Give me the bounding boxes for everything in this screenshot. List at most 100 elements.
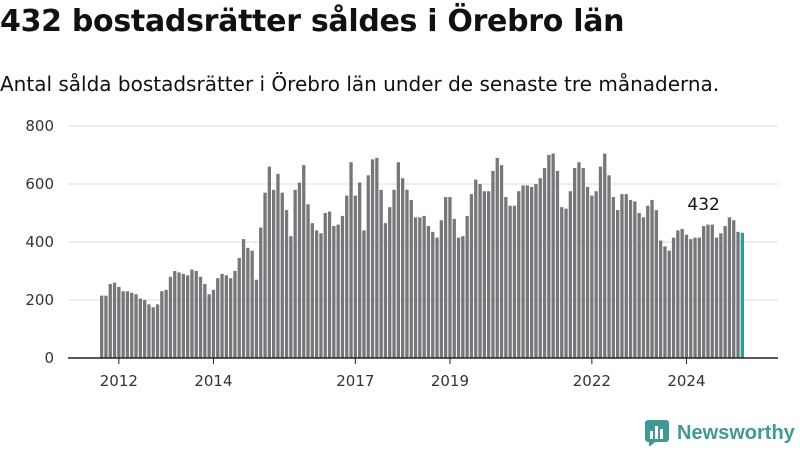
bar: [413, 217, 418, 358]
bar: [439, 220, 443, 358]
bar: [667, 250, 671, 358]
brand-name: Newsworthy: [677, 421, 795, 444]
bar: [392, 189, 396, 358]
bar: [469, 194, 474, 358]
bar: [517, 191, 521, 358]
bar: [607, 175, 611, 358]
bar: [388, 207, 392, 358]
bar: [418, 217, 422, 358]
bar: [405, 189, 409, 358]
bar: [663, 246, 667, 358]
bar: [706, 224, 710, 358]
bar: [276, 173, 280, 358]
bar: [560, 207, 564, 358]
bar: [207, 294, 211, 358]
bar: [323, 213, 327, 358]
bar: [396, 162, 400, 358]
bar: [327, 211, 332, 358]
bar: [224, 275, 228, 358]
newsworthy-logo-icon: [645, 420, 669, 446]
bar: [177, 272, 181, 358]
bar: [246, 247, 250, 358]
bar: [603, 153, 607, 358]
bar: [302, 165, 306, 358]
bar: [564, 208, 568, 358]
bar: [379, 189, 383, 358]
bar: [108, 284, 112, 358]
value-annotation: 432: [687, 195, 719, 215]
x-tick-label: 2019: [431, 372, 469, 390]
bar: [594, 191, 598, 358]
bar: [452, 218, 456, 358]
bar: [383, 223, 388, 358]
y-tick-label: 800: [25, 117, 54, 135]
bar: [474, 179, 478, 358]
bar: [624, 194, 628, 358]
bar: [654, 210, 658, 358]
bar: [315, 230, 319, 358]
bar: [521, 185, 525, 358]
bar: [616, 210, 620, 358]
bar: [487, 191, 491, 358]
bar: [530, 186, 534, 358]
bar: [340, 215, 345, 358]
bar: [671, 237, 676, 358]
bar: [684, 234, 689, 358]
bar: [702, 226, 706, 358]
bar: [422, 215, 426, 358]
bar: [534, 184, 538, 358]
bar: [100, 295, 104, 358]
bar: [186, 275, 190, 358]
bar: [555, 170, 560, 358]
bar: [573, 168, 577, 358]
x-axis-ticks: 2012 2014 2017 2019 2022 2024: [100, 358, 706, 390]
brand-logo: Newsworthy: [645, 420, 795, 446]
bar: [491, 170, 495, 358]
y-tick-label: 200: [25, 291, 54, 309]
bar: [306, 204, 310, 358]
x-tick-label: 2022: [573, 372, 611, 390]
bar: [465, 215, 469, 358]
bar-highlight: [740, 232, 744, 358]
bar: [168, 276, 173, 358]
bar: [456, 237, 461, 358]
bar: [104, 295, 108, 358]
bar: [155, 304, 160, 358]
bar: [366, 175, 370, 358]
bar: [727, 217, 732, 358]
bar: [332, 226, 336, 358]
bar: [650, 199, 654, 358]
bar: [229, 278, 233, 358]
bar: [659, 240, 663, 358]
bar: [542, 168, 547, 358]
bar: [293, 189, 297, 358]
bar: [577, 162, 581, 358]
bar: [431, 231, 435, 358]
bar: [401, 178, 405, 358]
bar: [112, 282, 117, 358]
bar: [719, 233, 723, 358]
bar: [723, 226, 727, 358]
x-tick-label: 2014: [194, 372, 232, 390]
bar: [547, 155, 551, 358]
bar: [121, 291, 125, 358]
bar: [220, 273, 224, 358]
bars: [68, 153, 778, 359]
y-tick-label: 400: [25, 233, 54, 251]
bar: [190, 269, 194, 358]
bar: [714, 237, 719, 358]
bar: [641, 217, 646, 358]
bar: [448, 197, 452, 358]
bar: [611, 197, 615, 358]
bar: [495, 157, 499, 358]
bar: [370, 159, 375, 358]
bar: [319, 233, 323, 358]
bar: [134, 294, 138, 358]
bar: [628, 199, 633, 358]
x-tick-label: 2024: [667, 372, 705, 390]
bar: [250, 250, 254, 358]
bar: [633, 201, 637, 358]
x-tick-label: 2012: [100, 372, 138, 390]
bar: [117, 286, 121, 358]
bar: [426, 226, 431, 358]
